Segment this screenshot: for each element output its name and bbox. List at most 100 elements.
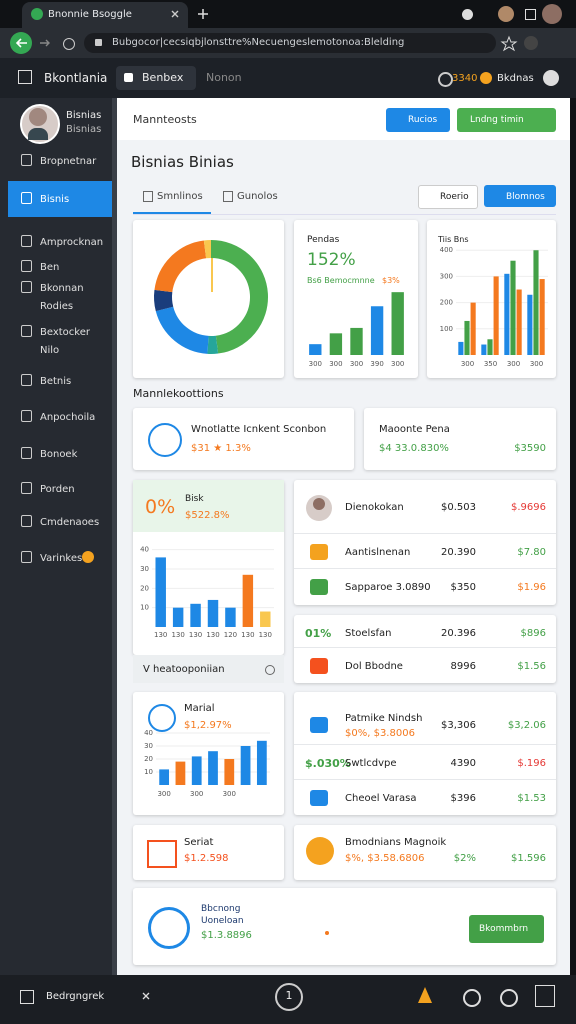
sidebar-item[interactable]: Cmdenaoes [40, 517, 100, 528]
sidebar-icon [21, 235, 32, 247]
small-card-value: $%, $3.58.6806 [345, 853, 425, 864]
sidebar-item[interactable]: Anpochoila [40, 412, 96, 423]
chart-title: Bisk [185, 494, 204, 504]
tab[interactable]: Gunolos [237, 191, 278, 202]
sidebar-icon [21, 482, 32, 494]
profile-icon [542, 4, 562, 24]
tab-icon [143, 191, 153, 202]
coin-icon [480, 72, 492, 84]
sidebar-item[interactable]: Bextocker Nilo [40, 327, 90, 356]
promo-button-label[interactable]: Bkommbrn [479, 924, 529, 934]
app-tab[interactable]: Benbex [142, 71, 184, 84]
small-card-extra: $1.596 [511, 853, 546, 864]
separator [294, 533, 556, 534]
row-name: Aantislnenan [345, 547, 411, 558]
secondary-button-label[interactable]: Lndng timin [470, 115, 524, 125]
help-icon [543, 70, 559, 86]
page-number: 1 [285, 989, 293, 1002]
sidebar-item[interactable]: Bkonnan Rodies [40, 283, 84, 312]
tab-icon [223, 191, 233, 202]
action-button[interactable] [418, 185, 478, 209]
promo-dot [325, 931, 329, 935]
tab[interactable]: Smnlinos [157, 191, 203, 202]
window-icon [462, 9, 473, 20]
action-button[interactable] [484, 185, 556, 207]
row-icon [310, 658, 328, 674]
sidebar-item[interactable]: Amprocknan [40, 237, 104, 248]
separator [294, 647, 556, 648]
row-icon [310, 579, 328, 595]
row-sub: $0%, $3.8006 [345, 728, 415, 739]
user-name: Bkdnas [497, 73, 534, 84]
bottom-icon [20, 990, 34, 1004]
row-value: $1.96 [517, 582, 546, 593]
url-field [84, 33, 496, 53]
small-card [294, 825, 556, 880]
metric-title: Wnotlatte Icnkent Sconbon [191, 424, 327, 435]
tab-icon [124, 73, 133, 82]
sidebar-icon [21, 281, 32, 293]
sidebar-active[interactable] [8, 181, 112, 217]
row-avatar-face [313, 498, 325, 510]
sidebar-item[interactable]: Varinkes [40, 553, 83, 564]
profile-icon [498, 6, 514, 22]
promo-button[interactable] [469, 915, 544, 943]
secondary-button[interactable] [457, 108, 556, 132]
sidebar-item[interactable]: Bonoek [40, 449, 78, 460]
metric-icon [148, 423, 182, 457]
primary-button-label[interactable]: Rucios [408, 115, 438, 125]
sidebar-item[interactable]: Porden [40, 484, 75, 495]
chart-title: Tiis Bns [438, 235, 469, 244]
small-card-title: Seriat [184, 837, 214, 848]
row-name: Swtlcdvpe [345, 758, 397, 769]
favicon [31, 8, 43, 20]
section-title: Mannlekoottions [133, 387, 224, 400]
small-card-value: $1.2.598 [184, 853, 229, 864]
sidebar-item[interactable]: Bisnis [40, 194, 70, 205]
grid-icon [18, 70, 32, 84]
avatar-face [29, 108, 47, 126]
sidebar-icon [21, 447, 32, 459]
small-card-title: Bmodnians Magnoik [345, 837, 447, 848]
app-tab[interactable]: Nonon [206, 71, 242, 84]
row-value: $.9696 [511, 502, 546, 513]
separator [294, 744, 556, 745]
chart-value: $1,2.97% [184, 720, 232, 731]
profile-name: Bisnias [66, 110, 102, 121]
action-button-label[interactable]: Roerio [440, 192, 469, 202]
row-name: Cheoel Varasa [345, 793, 417, 804]
sidebar-item[interactable]: Bropnetnar [40, 156, 97, 167]
primary-button[interactable] [386, 108, 450, 132]
action-button-label[interactable]: Blomnos [506, 192, 545, 202]
window-icon [525, 9, 536, 20]
tab-underline [133, 212, 211, 214]
sidebar-icon [21, 515, 32, 527]
promo-title: Bbcnong [201, 904, 241, 914]
row-amount: $396 [450, 793, 476, 804]
row-amount: 4390 [450, 758, 476, 769]
chart-badge: 0% [145, 496, 176, 518]
sidebar-icon [21, 154, 32, 166]
row-name: Dienokokan [345, 502, 404, 513]
chart-footer-label: V heatooponiian [143, 664, 225, 675]
tab-title: Bnonnie Bsoggle [48, 9, 132, 20]
sidebar-icon [21, 410, 32, 422]
extension-icon [524, 36, 538, 50]
row-value: $7.80 [517, 547, 546, 558]
sidebar-icon [21, 325, 32, 337]
row-name: Stoelsfan [345, 628, 392, 639]
bottom-label: Bedrgngrek [46, 991, 105, 1002]
sidebar [0, 98, 112, 975]
row-badge: 01% [305, 627, 332, 640]
small-card-amount: $2% [453, 853, 476, 864]
row-amount: $0.503 [441, 502, 476, 513]
sidebar-item[interactable]: Ben [40, 262, 60, 273]
row-name: Sapparoe 3.0890 [345, 582, 431, 593]
row-icon [310, 544, 328, 560]
chart-headline: 152% [307, 250, 356, 270]
row-icon [310, 790, 328, 806]
sidebar-item[interactable]: Betnis [40, 376, 72, 387]
list-card [294, 692, 556, 815]
list-card [294, 615, 556, 683]
